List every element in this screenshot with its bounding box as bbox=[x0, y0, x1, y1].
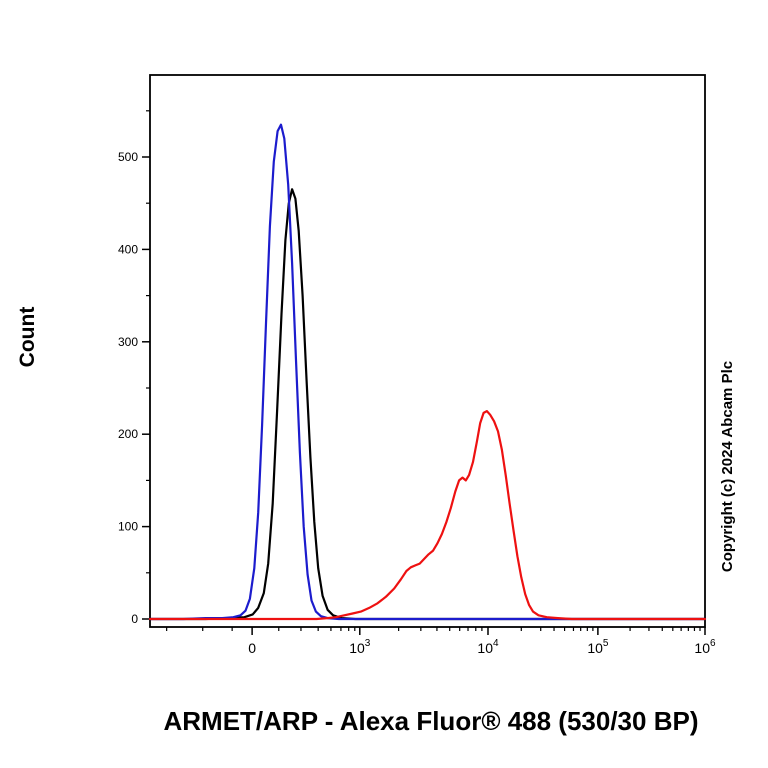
plot-border bbox=[149, 74, 706, 628]
x-axis-tick-label: 105 bbox=[587, 638, 609, 656]
red-stained-curve bbox=[148, 410, 707, 621]
y-axis-title: Count bbox=[16, 306, 39, 368]
y-axis-tick-label: 400 bbox=[118, 242, 138, 256]
x-axis-tick-label: 103 bbox=[349, 638, 371, 656]
x-axis-tick-label: 0 bbox=[248, 640, 256, 656]
x-axis-tick-label: 106 bbox=[694, 638, 716, 656]
y-axis-tick-label: 200 bbox=[118, 427, 138, 441]
copyright-text: Copyright (c) 2024 Abcam Plc bbox=[719, 360, 736, 573]
blue-control-curve bbox=[148, 123, 707, 621]
y-axis-tick-label: 300 bbox=[118, 335, 138, 349]
chart-title: ARMET/ARP - Alexa Fluor® 488 (530/30 BP) bbox=[163, 706, 699, 736]
x-axis-tick-label: 104 bbox=[477, 638, 499, 656]
y-axis-tick-label: 100 bbox=[118, 520, 138, 534]
y-axis-tick-label: 500 bbox=[118, 150, 138, 164]
black-control-curve bbox=[148, 188, 707, 621]
y-axis-tick-label: 0 bbox=[131, 612, 138, 626]
